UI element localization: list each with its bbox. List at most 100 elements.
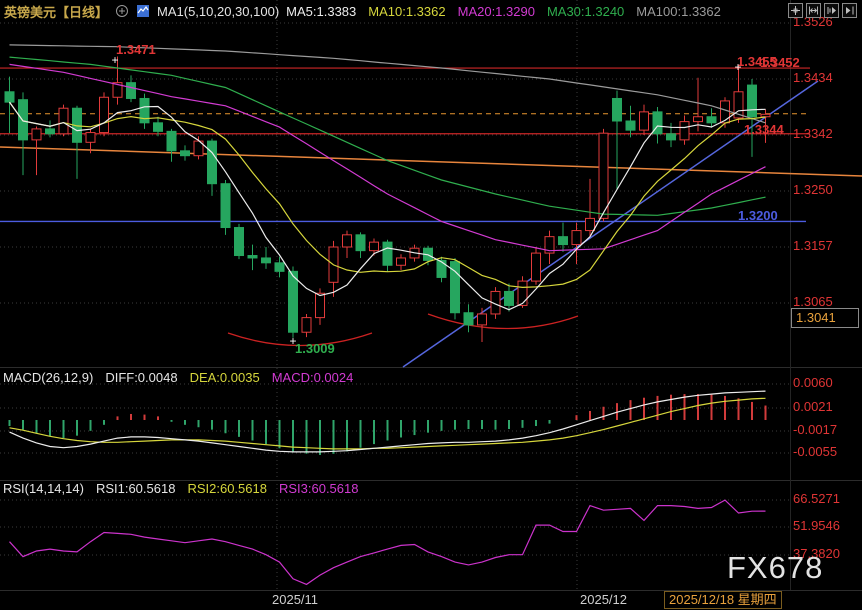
candle-body[interactable] (58, 107, 69, 135)
candle-body[interactable] (571, 230, 582, 246)
time-axis-label: 2025/11 (272, 592, 319, 607)
chart-style-icon[interactable] (136, 4, 150, 18)
candle-body[interactable] (126, 82, 136, 99)
candle-body[interactable] (612, 97, 622, 122)
candle-body[interactable] (45, 128, 55, 135)
rsi2-value: RSI2:60.5618 (187, 481, 267, 496)
candle-body[interactable] (355, 234, 366, 252)
candle-body[interactable] (733, 91, 744, 119)
candle-body[interactable] (99, 96, 109, 134)
high-label: 1.3471 (116, 42, 156, 57)
candle-body[interactable] (598, 132, 609, 219)
candle-body[interactable] (261, 257, 271, 264)
candle-body[interactable] (207, 140, 217, 185)
macd-dea-value: DEA:0.0035 (189, 370, 260, 385)
descending-trendline[interactable] (0, 146, 862, 177)
rsi-header: RSI(14,14,14) RSI1:60.5618 RSI2:60.5618 … (3, 481, 358, 496)
horizontal-zoom-icon[interactable] (806, 3, 821, 18)
candle-body[interactable] (301, 317, 312, 333)
candle-body[interactable] (234, 227, 244, 257)
candle-body[interactable] (693, 116, 703, 123)
ma-value-ma100: MA100:1.3362 (636, 3, 721, 19)
macd-axis-tick: -0.0055 (793, 444, 838, 459)
candle-body[interactable] (153, 122, 163, 132)
rsi1-value: RSI1:60.5618 (95, 481, 176, 496)
candle-body[interactable] (679, 121, 690, 141)
candle-body[interactable] (396, 257, 406, 266)
candle-body[interactable] (531, 252, 541, 282)
macd-title: MACD(26,12,9) (3, 370, 94, 385)
candle-body[interactable] (585, 217, 595, 232)
candle-body[interactable] (625, 120, 636, 131)
macd-diff-value: DIFF:0.0048 (105, 370, 178, 385)
macd-diff-line (9, 390, 766, 453)
jump-latest-icon[interactable] (842, 3, 857, 18)
candle-body[interactable] (220, 183, 231, 229)
candle-body[interactable] (166, 130, 177, 152)
symbol-title: 英镑美元【日线】 (4, 4, 109, 20)
ma10-line (9, 101, 766, 289)
candle-body[interactable] (760, 113, 771, 118)
low-label: 1.3009 (295, 341, 335, 356)
candle-body[interactable] (382, 241, 393, 266)
ma-value-ma20: MA20:1.3290 (457, 3, 535, 19)
ma-values: MA5:1.3383 MA10:1.3362 MA20:1.3290 MA30:1.3… (286, 4, 733, 19)
candle-body[interactable] (706, 116, 717, 124)
last-price-label: 1.3041 (791, 308, 859, 328)
support-arc-1[interactable] (227, 332, 373, 347)
macd-header: MACD(26,12,9) DIFF:0.0048 DEA:0.0035 MAC… (3, 370, 353, 385)
candle-body[interactable] (4, 91, 15, 103)
candle-body[interactable] (477, 313, 487, 326)
macd-value: MACD:0.0024 (271, 370, 354, 385)
price-axis-tick: 1.3342 (793, 126, 833, 141)
candle-body[interactable] (31, 128, 42, 141)
candle-body[interactable] (558, 236, 568, 246)
candle-body[interactable] (639, 111, 649, 131)
candle-body[interactable] (652, 111, 663, 135)
ma20-line (9, 63, 766, 252)
rsi-axis-tick: 51.9546 (793, 518, 840, 533)
candle-body[interactable] (463, 312, 474, 326)
crosshair-icon[interactable] (788, 3, 803, 18)
candle-body[interactable] (369, 241, 379, 252)
price-axis-tick: 1.3250 (793, 182, 833, 197)
candle-body[interactable] (139, 97, 150, 124)
candles-layer[interactable] (4, 56, 771, 342)
candle-body[interactable] (720, 100, 730, 124)
ma-indicator-label: MA1(5,10,20,30,100) (157, 3, 280, 19)
current-date-label: 2025/12/18 星期四 (664, 591, 782, 609)
candle-body[interactable] (180, 150, 190, 157)
candle-body[interactable] (315, 292, 325, 319)
step-forward-icon[interactable] (824, 3, 839, 18)
candle-body[interactable] (490, 290, 501, 315)
candle-body[interactable] (288, 270, 298, 333)
candle-body[interactable] (450, 261, 460, 314)
candle-body[interactable] (504, 290, 514, 306)
candle-body[interactable] (18, 99, 28, 141)
candle-body[interactable] (517, 280, 528, 306)
candle-body[interactable] (436, 259, 447, 278)
macd-axis-tick: -0.0017 (793, 422, 838, 437)
trendline-layer[interactable] (0, 67, 862, 368)
candle-body[interactable] (747, 84, 757, 118)
rsi-title: RSI(14,14,14) (3, 481, 84, 496)
watermark: FX678 (727, 550, 824, 585)
rsi3-value: RSI3:60.5618 (278, 481, 359, 496)
candle-body[interactable] (342, 234, 352, 248)
ma-value-ma5: MA5:1.3383 (286, 3, 357, 19)
candle-body[interactable] (247, 255, 258, 259)
add-indicator-icon[interactable] (115, 4, 129, 18)
level-label-1.3344: 1.3344 (744, 122, 785, 137)
candle-body[interactable] (666, 133, 676, 141)
candle-body[interactable] (112, 82, 123, 98)
rsi-layer (9, 499, 766, 586)
price-axis-tick: 1.3434 (793, 70, 833, 85)
candle-body[interactable] (544, 236, 555, 254)
candle-body[interactable] (274, 262, 285, 272)
support-arc-2[interactable] (427, 313, 579, 330)
candle-body[interactable] (85, 132, 96, 143)
time-axis[interactable]: 2025/12/18 星期四 2025/11 2025/12 (0, 591, 862, 610)
